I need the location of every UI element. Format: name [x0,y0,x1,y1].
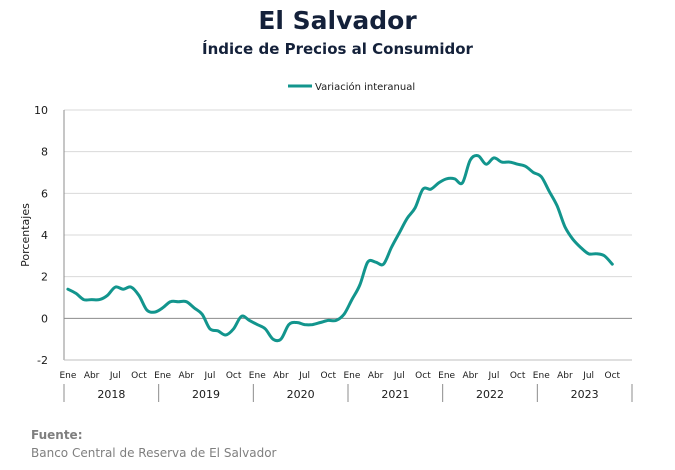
y-tick-label: -2 [37,354,48,367]
legend-label: Variación interanual [315,81,415,93]
x-tick-label-year: 2018 [97,388,125,401]
x-tick-label-month: Jul [298,371,310,381]
x-tick-label-month: Oct [415,371,431,381]
x-tick-label-month: Ene [438,371,455,381]
y-tick-label: 2 [41,271,48,284]
x-tick-label-month: Ene [154,371,171,381]
x-tick-label-month: Oct [131,371,147,381]
x-tick-label-month: Ene [343,371,360,381]
y-tick-label: 4 [41,229,48,242]
y-tick-label: 8 [41,146,48,159]
y-axis-label: Porcentajes [19,203,32,267]
x-tick-label-month: Ene [59,371,76,381]
x-tick-label-year: 2020 [287,388,315,401]
chart-subtitle: Índice de Precios al Consumidor [202,40,473,58]
y-tick-label: 6 [41,187,48,200]
x-tick-label-year: 2023 [571,388,599,401]
source-text: Banco Central de Reserva de El Salvador [31,446,277,460]
x-tick-label-month: Abr [462,371,478,381]
x-tick-label-month: Jul [393,371,405,381]
x-tick-label-month: Abr [368,371,384,381]
y-tick-label: 0 [41,312,48,325]
x-tick-label-month: Abr [557,371,573,381]
series-line [66,154,614,343]
x-tick-label-month: Abr [178,371,194,381]
chart-title: El Salvador [258,6,417,35]
x-tick-label-month: Abr [273,371,289,381]
x-tick-label-month: Oct [604,371,620,381]
x-tick-label-year: 2022 [476,388,504,401]
x-tick-label-year: 2019 [192,388,220,401]
x-tick-label-month: Ene [249,371,266,381]
x-tick-label-year: 2021 [381,388,409,401]
x-tick-label-month: Jul [109,371,121,381]
x-tick-label-month: Jul [488,371,500,381]
source-label: Fuente: [31,428,83,442]
x-tick-label-month: Jul [204,371,216,381]
x-tick-label-month: Oct [510,371,526,381]
x-tick-label-month: Abr [84,371,100,381]
y-tick-label: 10 [34,104,48,117]
x-tick-label-month: Ene [533,371,550,381]
x-tick-label-month: Oct [226,371,242,381]
x-tick-label-month: Oct [320,371,336,381]
x-tick-label-month: Jul [582,371,594,381]
line-chart: -2 0 2 4 6 8 10 Porcentajes Ene Abr Jul Oct 2018 Ene A… [19,81,633,402]
